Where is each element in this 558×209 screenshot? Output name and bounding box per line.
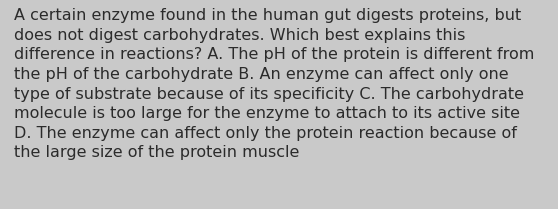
Text: A certain enzyme found in the human gut digests proteins, but
does not digest ca: A certain enzyme found in the human gut … [14, 8, 535, 160]
